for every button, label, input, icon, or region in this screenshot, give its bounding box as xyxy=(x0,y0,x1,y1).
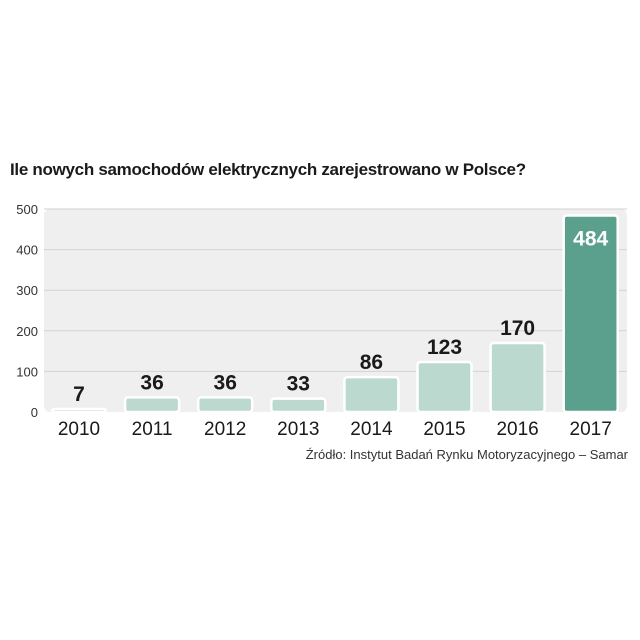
value-label-2010: 7 xyxy=(73,383,85,406)
y-tick-label: 200 xyxy=(16,324,38,339)
x-tick-label-2017: 2017 xyxy=(570,419,612,440)
value-label-2012: 36 xyxy=(214,371,237,394)
x-tick-label-2015: 2015 xyxy=(423,419,465,440)
bar-2017 xyxy=(562,214,619,414)
y-tick-label: 100 xyxy=(16,364,38,379)
bar-2016 xyxy=(489,341,546,414)
x-tick-label-2012: 2012 xyxy=(204,419,246,440)
x-tick-label-2010: 2010 xyxy=(58,419,100,440)
value-label-2014: 86 xyxy=(360,351,383,374)
x-tick-label-2013: 2013 xyxy=(277,419,319,440)
bar-2012 xyxy=(196,396,254,414)
value-label-2013: 33 xyxy=(287,373,310,396)
bar-2015 xyxy=(416,360,473,414)
y-tick-label: 300 xyxy=(16,283,38,298)
source-note: Źródło: Instytut Badań Rynku Motoryzacyj… xyxy=(305,447,628,462)
x-tick-label-2016: 2016 xyxy=(496,419,538,440)
value-label-2011: 36 xyxy=(140,371,163,394)
value-label-2016: 170 xyxy=(500,317,535,340)
bar-2014 xyxy=(343,375,400,414)
y-tick-label: 400 xyxy=(16,243,38,258)
value-label-2017: 484 xyxy=(573,227,608,250)
bar-2011 xyxy=(123,396,181,414)
plot-background xyxy=(44,209,627,412)
chart-title: Ile nowych samochodów elektrycznych zare… xyxy=(10,160,526,179)
bar-2010 xyxy=(50,407,108,414)
x-tick-label-2011: 2011 xyxy=(132,419,173,440)
bar-2013 xyxy=(270,397,327,414)
y-tick-label: 500 xyxy=(16,202,38,217)
x-tick-label-2014: 2014 xyxy=(350,419,393,440)
value-label-2015: 123 xyxy=(427,336,462,359)
y-tick-label: 0 xyxy=(31,405,38,420)
